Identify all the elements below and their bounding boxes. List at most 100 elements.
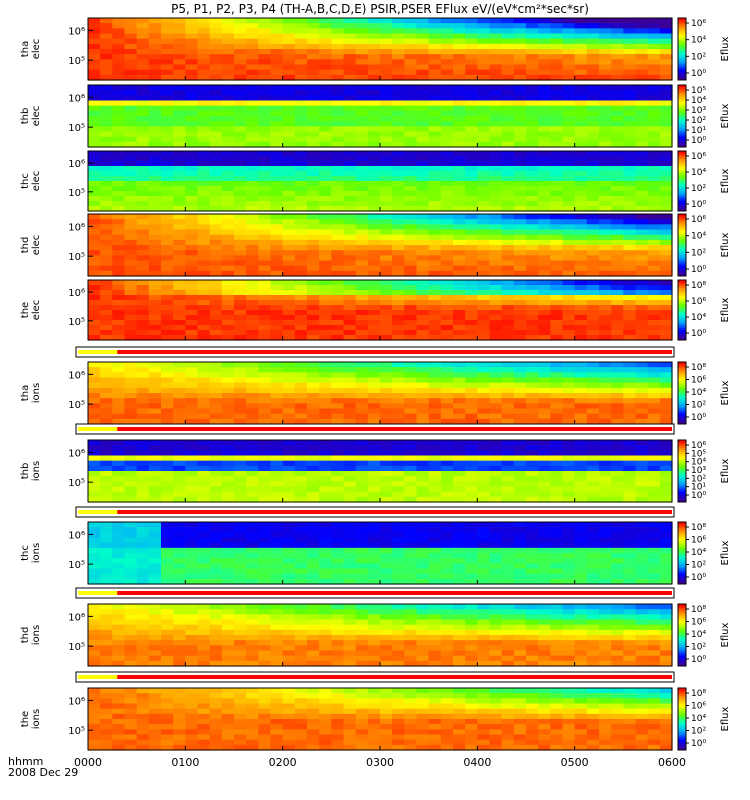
heatmap-cell bbox=[428, 372, 442, 379]
heatmap-cell bbox=[513, 126, 527, 133]
heatmap-cell bbox=[246, 335, 259, 341]
heatmap-cell bbox=[112, 578, 126, 585]
heatmap-cell bbox=[404, 141, 418, 148]
heatmap-cell bbox=[355, 121, 369, 127]
heatmap-cell bbox=[136, 105, 150, 112]
heatmap-cell bbox=[294, 38, 308, 45]
heatmap-cell bbox=[659, 382, 673, 389]
heatmap-cell bbox=[380, 568, 393, 575]
heatmap-cell bbox=[173, 542, 186, 549]
heatmap-cell bbox=[270, 85, 284, 91]
colorbar-swatch bbox=[678, 163, 686, 166]
heatmap-cell bbox=[307, 95, 320, 102]
heatmap-cell bbox=[307, 563, 320, 570]
heatmap-cell bbox=[185, 201, 199, 207]
heatmap-cell bbox=[319, 450, 332, 457]
heatmap-cell bbox=[307, 372, 320, 379]
heatmap-cell bbox=[294, 387, 308, 394]
heatmap-cell bbox=[599, 563, 612, 570]
heatmap-cell bbox=[538, 95, 551, 102]
heatmap-cell bbox=[538, 486, 551, 493]
heatmap-cell bbox=[465, 18, 478, 24]
heatmap-cell bbox=[392, 465, 405, 472]
heatmap-cell bbox=[489, 74, 503, 81]
heatmap-cell bbox=[526, 141, 539, 148]
heatmap-cell bbox=[453, 522, 466, 528]
heatmap-cell bbox=[428, 151, 442, 157]
heatmap-cell bbox=[148, 28, 162, 35]
heatmap-cell bbox=[404, 408, 418, 415]
heatmap-cell bbox=[197, 280, 211, 286]
colorbar-swatch bbox=[678, 20, 686, 23]
heatmap-cell bbox=[501, 418, 515, 425]
heatmap-cell bbox=[124, 578, 138, 585]
heatmap-cell bbox=[635, 486, 649, 493]
heatmap-cell bbox=[611, 527, 624, 533]
heatmap-cell bbox=[404, 255, 418, 262]
heatmap-cell bbox=[465, 116, 478, 122]
heatmap-cell bbox=[161, 325, 174, 331]
heatmap-cell bbox=[124, 229, 138, 236]
heatmap-cell bbox=[611, 131, 624, 138]
ytick-label: 10⁶ bbox=[68, 288, 85, 299]
heatmap-cell bbox=[440, 69, 454, 76]
heatmap-cell bbox=[112, 537, 126, 544]
heatmap-cell bbox=[635, 310, 649, 316]
heatmap-cell bbox=[258, 481, 272, 488]
heatmap-cell bbox=[185, 558, 199, 564]
heatmap-cell bbox=[489, 116, 503, 122]
heatmap-cell bbox=[513, 214, 527, 220]
colorbar-swatch bbox=[678, 464, 686, 468]
heatmap-cell bbox=[489, 547, 503, 554]
heatmap-cell bbox=[112, 161, 126, 167]
heatmap-cell bbox=[331, 532, 345, 539]
heatmap-cell bbox=[562, 537, 576, 544]
heatmap-cell bbox=[124, 116, 138, 122]
heatmap-cell bbox=[404, 476, 418, 482]
heatmap-cell bbox=[197, 100, 211, 107]
heatmap-cell bbox=[136, 260, 150, 267]
heatmap-cell bbox=[209, 330, 223, 336]
heatmap-cell bbox=[562, 121, 576, 127]
heatmap-cell bbox=[355, 377, 369, 384]
heatmap-cell bbox=[392, 100, 405, 107]
heatmap-cell bbox=[185, 245, 199, 251]
heatmap-cell bbox=[392, 455, 405, 462]
heatmap-cell bbox=[392, 527, 405, 533]
heatmap-cell bbox=[173, 532, 186, 539]
heatmap-cell bbox=[659, 522, 673, 528]
heatmap-cell bbox=[307, 522, 320, 528]
heatmap-cell bbox=[513, 28, 527, 35]
heatmap-cell bbox=[440, 33, 454, 40]
heatmap-cell bbox=[355, 403, 369, 410]
heatmap-cell bbox=[477, 450, 491, 457]
heatmap-cell bbox=[526, 305, 539, 311]
heatmap-cell bbox=[526, 245, 539, 251]
heatmap-cell bbox=[611, 280, 624, 286]
heatmap-cell bbox=[404, 573, 418, 580]
heatmap-cell bbox=[453, 537, 466, 544]
heatmap-cell bbox=[380, 166, 393, 172]
heatmap-cell bbox=[234, 547, 247, 554]
heatmap-cell bbox=[246, 239, 259, 246]
heatmap-cell bbox=[355, 245, 369, 251]
heatmap-cell bbox=[538, 116, 551, 122]
heatmap-cell bbox=[574, 229, 588, 236]
heatmap-cell bbox=[221, 166, 235, 172]
heatmap-cell bbox=[440, 126, 454, 133]
heatmap-cell bbox=[246, 310, 259, 316]
colorbar-swatch bbox=[678, 483, 686, 486]
heatmap-cell bbox=[623, 151, 637, 157]
heatmap-cell bbox=[635, 408, 649, 415]
heatmap-cell bbox=[477, 481, 491, 488]
heatmap-cell bbox=[599, 156, 612, 162]
heatmap-cell bbox=[477, 445, 491, 451]
heatmap-cell bbox=[380, 131, 393, 138]
heatmap-cell bbox=[489, 95, 503, 102]
heatmap-cell bbox=[100, 33, 113, 40]
colorbar-swatch bbox=[678, 251, 686, 254]
heatmap-cell bbox=[538, 537, 551, 544]
heatmap-cell bbox=[392, 260, 405, 267]
heatmap-cell bbox=[197, 95, 211, 102]
heatmap-cell bbox=[623, 578, 637, 585]
